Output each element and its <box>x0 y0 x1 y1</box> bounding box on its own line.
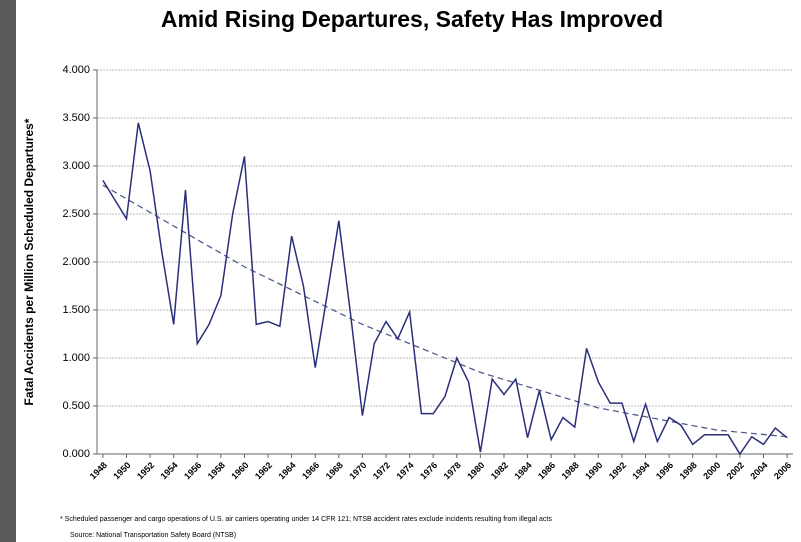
y-tick-label: 1.000 <box>62 352 90 364</box>
panel <box>16 0 801 542</box>
y-tick-label: 0.000 <box>62 448 90 460</box>
data-line <box>102 122 788 456</box>
y-tick-label: 4.000 <box>62 64 90 76</box>
source: Source: National Transportation Safety B… <box>70 532 236 539</box>
y-tick-label: 1.500 <box>62 304 90 316</box>
trend-line <box>102 184 788 438</box>
y-tick-label: 3.500 <box>62 112 90 124</box>
chart-title: Amid Rising Departures, Safety Has Impro… <box>161 6 663 32</box>
y-tick-label: 0.500 <box>62 400 90 412</box>
footnote: * Scheduled passenger and cargo operatio… <box>60 516 552 523</box>
y-tick-label: 3.000 <box>62 160 90 172</box>
y-axis-label: Fatal Accidents per Million Scheduled De… <box>22 118 36 405</box>
y-tick-label: 2.500 <box>62 208 90 220</box>
y-tick-label: 2.000 <box>62 256 90 268</box>
